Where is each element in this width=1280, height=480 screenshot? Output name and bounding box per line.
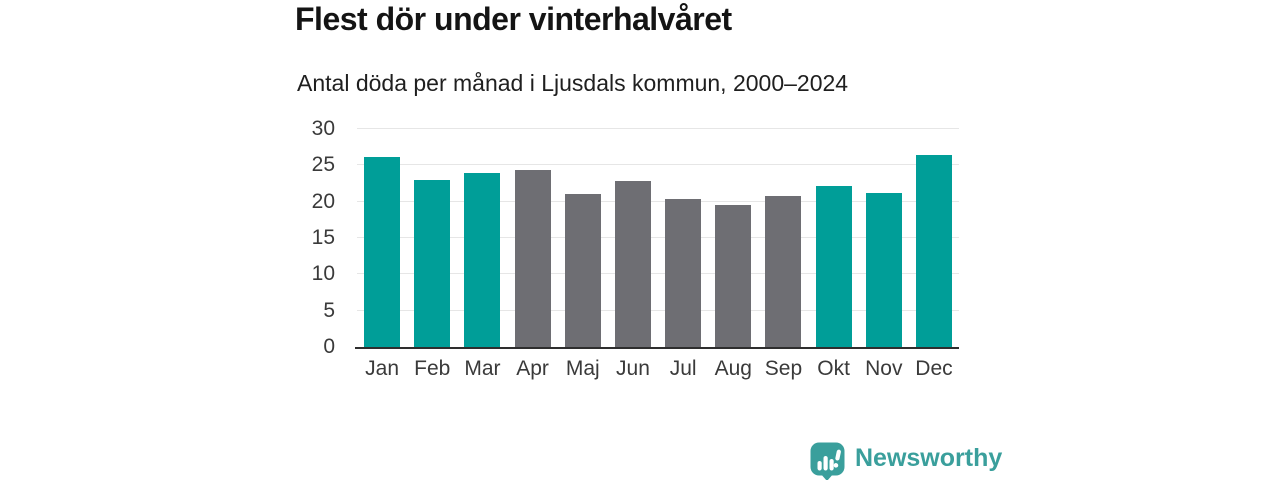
bar-slot	[909, 129, 959, 347]
x-tick-label: Feb	[414, 357, 451, 380]
bar-Jul	[665, 198, 702, 347]
bar-Maj	[564, 193, 601, 347]
y-tick-label: 5	[323, 298, 335, 322]
chart-subtitle: Antal döda per månad i Ljusdals kommun, …	[297, 70, 849, 96]
y-tick-label: 10	[311, 262, 335, 286]
plot-area	[355, 128, 959, 349]
y-tick-label: 15	[311, 226, 335, 249]
x-tick-label: Aug	[714, 357, 752, 380]
bar-slot	[357, 129, 407, 347]
y-tick-label: 25	[311, 153, 335, 177]
x-tick-label: Okt	[817, 357, 850, 380]
bar-Nov	[865, 192, 902, 347]
bar-Okt	[815, 185, 852, 347]
gridline	[357, 309, 959, 311]
x-tick-label: Sep	[764, 357, 803, 380]
x-tick-label: Nov	[865, 357, 903, 380]
gridline	[357, 200, 959, 202]
bar-slot	[859, 129, 909, 347]
brand-name: Newsworthy	[855, 443, 1003, 472]
bar-Jan	[364, 157, 401, 347]
x-axis: Jan Feb Mar Apr Maj Jun Jul Aug Sep Okt Nov Dec	[357, 357, 959, 381]
bar-slot	[758, 129, 808, 347]
bars	[357, 129, 959, 347]
bar-Apr	[514, 169, 551, 347]
bar-Feb	[414, 179, 451, 347]
newsworthy-logo-icon	[810, 442, 845, 480]
bar-slot	[708, 129, 758, 347]
y-tick-label: 30	[311, 117, 335, 140]
gridline	[357, 128, 959, 129]
x-tick-label: Apr	[516, 357, 549, 380]
gridline	[357, 164, 959, 166]
bar-slot	[809, 129, 859, 347]
bar-Mar	[464, 172, 501, 347]
x-tick-label: Jul	[669, 357, 697, 380]
bar-slot	[608, 129, 658, 347]
gridline	[357, 237, 959, 238]
chart-title: Flest dör under vinterhalvåret	[295, 1, 732, 37]
x-tick-label: Maj	[565, 357, 600, 380]
bar-slot	[407, 129, 457, 347]
bar-Jun	[614, 180, 651, 347]
bar-Dec	[915, 155, 952, 347]
y-axis: 0 5 10 15 20 25 30	[285, 117, 347, 358]
bar-Sep	[765, 195, 802, 347]
y-tick-label: 20	[311, 189, 335, 213]
x-tick-label: Dec	[915, 357, 953, 380]
bar-Aug	[715, 204, 752, 347]
x-axis-line	[355, 347, 959, 349]
gridline	[357, 273, 959, 275]
bar-slot	[558, 129, 608, 347]
brand-logo: Newsworthy	[809, 441, 1002, 480]
bar-slot	[658, 129, 708, 347]
bar-slot	[508, 129, 558, 347]
x-tick-label: Mar	[464, 357, 501, 380]
x-tick-label: Jan	[365, 357, 400, 380]
y-tick-label: 0	[323, 335, 335, 358]
bar-slot	[457, 129, 507, 347]
x-tick-label: Jun	[616, 357, 650, 380]
